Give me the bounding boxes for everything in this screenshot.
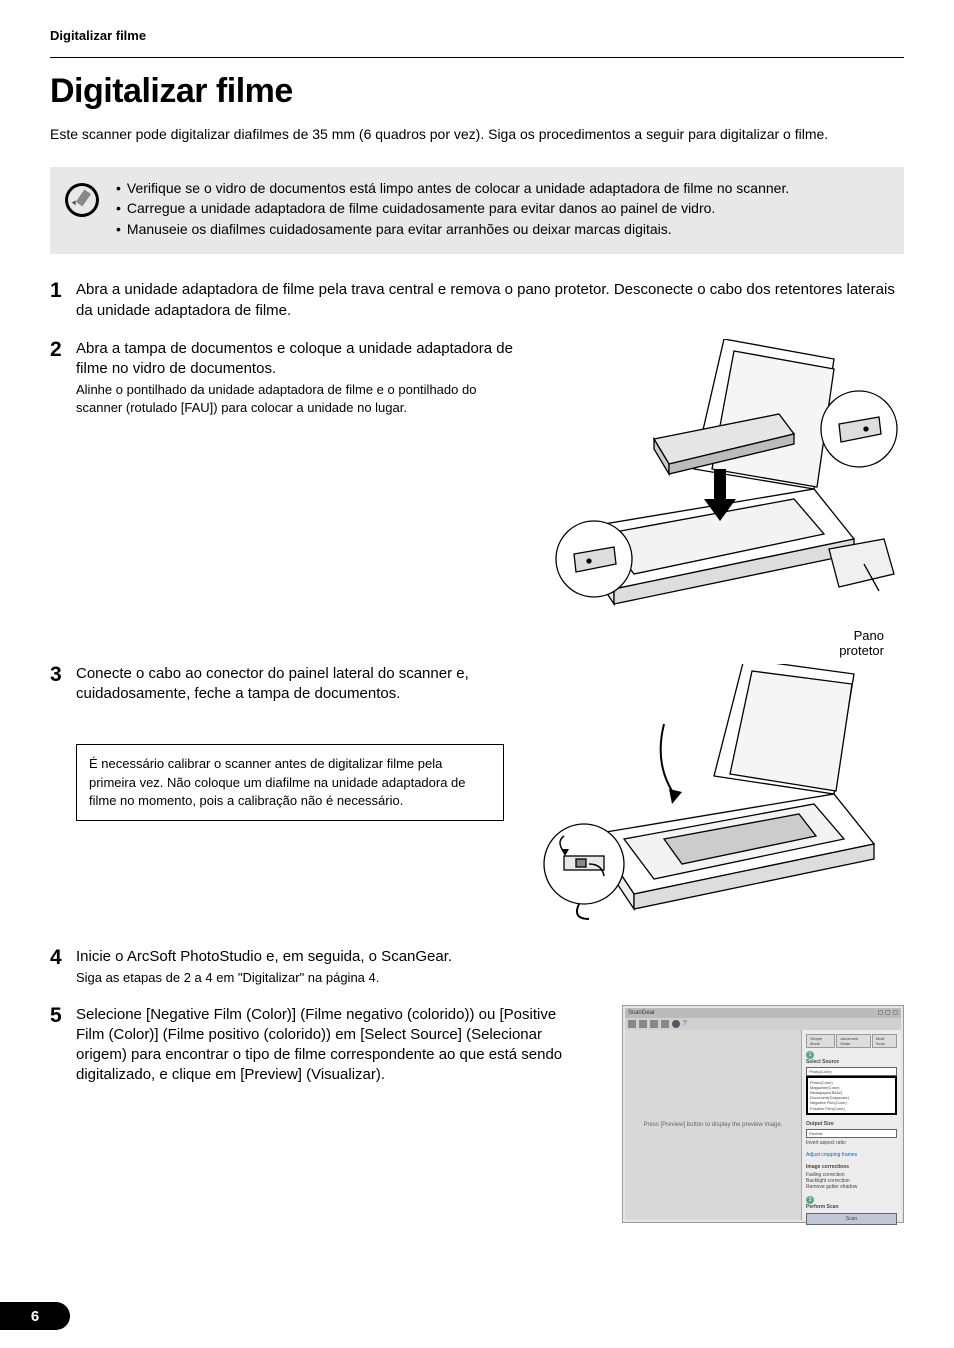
note-callout: • Verifique se o vidro de documentos est… <box>50 167 904 255</box>
select-source-label: Select Source <box>806 1059 897 1065</box>
callout-bullet: • Manuseie os diafilmes cuidadosamente p… <box>116 220 890 240</box>
header-divider <box>50 57 904 58</box>
figure-label-text: Pano <box>854 628 884 643</box>
callout-text: Verifique se o vidro de documentos está … <box>127 179 789 199</box>
window-controls-icon: ▢ ▢ ▢ <box>878 1009 898 1016</box>
mode-tabs: Simple Mode Advanced Mode Multi Scan <box>806 1034 897 1048</box>
bullet-dot: • <box>116 199 121 219</box>
scan-button[interactable]: Scan <box>806 1213 897 1225</box>
page-title: Digitalizar filme <box>50 72 904 111</box>
output-size-section: Output Size Flexible Invert aspect ratio <box>806 1121 897 1146</box>
running-title: Digitalizar filme <box>50 28 904 43</box>
correction-option[interactable]: Remove gutter shadow <box>806 1184 897 1190</box>
bullet-dot: • <box>116 179 121 199</box>
select-source-dropdown[interactable]: Photo(Color) <box>806 1067 897 1076</box>
info-box: É necessário calibrar o scanner antes de… <box>76 744 504 821</box>
callout-text: Manuseie os diafilmes cuidadosamente par… <box>127 220 672 240</box>
toolbar-icon <box>650 1020 658 1028</box>
step-number: 2 <box>50 339 66 360</box>
toolbar-icon <box>661 1020 669 1028</box>
callout-bullet: • Verifique se o vidro de documentos est… <box>116 179 890 199</box>
step-number: 3 <box>50 664 66 685</box>
preview-placeholder-text: Press [Preview] button to display the pr… <box>643 1122 782 1128</box>
source-options-popup: Photo(Color) Magazine(Color) Newspaper(B… <box>806 1076 897 1115</box>
page-number-badge: 6 <box>0 1302 70 1330</box>
step3-figure <box>534 664 904 929</box>
scangear-window: ScanGear ▢ ▢ ▢ ? Press [Preview] button <box>622 1005 904 1223</box>
step-5: 5 Selecione [Negative Film (Color)] (Fil… <box>50 1005 904 1223</box>
step5-screenshot: ScanGear ▢ ▢ ▢ ? Press [Preview] button <box>622 1005 904 1223</box>
step-4: 4 Inicie o ArcSoft PhotoStudio e, em seg… <box>50 947 904 987</box>
step-text: Abra a tampa de documentos e coloque a u… <box>76 339 514 380</box>
scanner-diagram-icon <box>534 339 904 619</box>
step2-figure: Pano protetor <box>534 339 904 658</box>
perform-scan-section: 3 Perform Scan Scan <box>806 1196 897 1225</box>
step-text: Inicie o ArcSoft PhotoStudio e, em segui… <box>76 947 904 967</box>
step-text: Abra a unidade adaptadora de filme pela … <box>76 280 904 321</box>
tab-advanced[interactable]: Advanced Mode <box>836 1034 871 1048</box>
step-number: 1 <box>50 280 66 301</box>
help-icon: ? <box>683 1020 691 1028</box>
window-title: ScanGear <box>628 1010 655 1016</box>
toolbar-icon <box>672 1020 680 1028</box>
callout-bullet: • Carregue a unidade adaptadora de filme… <box>116 199 890 219</box>
adjust-cropping-link[interactable]: Adjust cropping frames <box>806 1152 897 1158</box>
step-number: 4 <box>50 947 66 968</box>
bullet-dot: • <box>116 220 121 240</box>
step-text: Conecte o cabo ao conector do painel lat… <box>76 664 514 705</box>
tab-simple[interactable]: Simple Mode <box>806 1034 835 1048</box>
step-subtext: Siga as etapas de 2 a 4 em "Digitalizar"… <box>76 969 904 987</box>
toolbar-icon <box>628 1020 636 1028</box>
select-source-section: 1 Select Source Photo(Color) Photo(Color… <box>806 1051 897 1115</box>
step-text: Selecione [Negative Film (Color)] (Filme… <box>76 1005 586 1086</box>
pencil-note-icon <box>64 182 100 218</box>
output-size-dropdown[interactable]: Flexible <box>806 1129 897 1138</box>
step-subtext: Alinhe o pontilhado da unidade adaptador… <box>76 381 514 416</box>
scanner-cable-diagram-icon <box>534 664 904 924</box>
callout-text: Carregue a unidade adaptadora de filme c… <box>127 199 715 219</box>
source-option[interactable]: Positive Film(Color) <box>810 1106 893 1111</box>
output-size-label: Output Size <box>806 1121 897 1127</box>
step-badge-icon: 1 <box>806 1051 814 1059</box>
window-titlebar: ScanGear ▢ ▢ ▢ <box>625 1008 901 1018</box>
corrections-label: Image corrections <box>806 1164 897 1170</box>
preview-area: Press [Preview] button to display the pr… <box>625 1030 801 1220</box>
image-corrections-section: Image corrections Fading correction Back… <box>806 1164 897 1190</box>
step-1: 1 Abra a unidade adaptadora de filme pel… <box>50 280 904 321</box>
page-number: 6 <box>31 1308 39 1325</box>
step-badge-icon: 3 <box>806 1196 814 1204</box>
figure-label: Pano protetor <box>534 628 904 658</box>
perform-scan-label: Perform Scan <box>806 1204 897 1210</box>
figure-label-text: protetor <box>839 643 884 658</box>
step-number: 5 <box>50 1005 66 1026</box>
settings-panel: Simple Mode Advanced Mode Multi Scan 1 S… <box>801 1030 901 1220</box>
toolbar-icon <box>639 1020 647 1028</box>
toolbar: ? <box>625 1018 901 1030</box>
step-3: 3 Conecte o cabo ao conector do painel l… <box>50 664 904 929</box>
tab-multi[interactable]: Multi Scan <box>872 1034 897 1048</box>
invert-aspect-option[interactable]: Invert aspect ratio <box>806 1140 897 1146</box>
step-2: 2 Abra a tampa de documentos e coloque a… <box>50 339 904 658</box>
callout-content: • Verifique se o vidro de documentos est… <box>116 179 890 241</box>
intro-paragraph: Este scanner pode digitalizar diafilmes … <box>50 125 904 145</box>
